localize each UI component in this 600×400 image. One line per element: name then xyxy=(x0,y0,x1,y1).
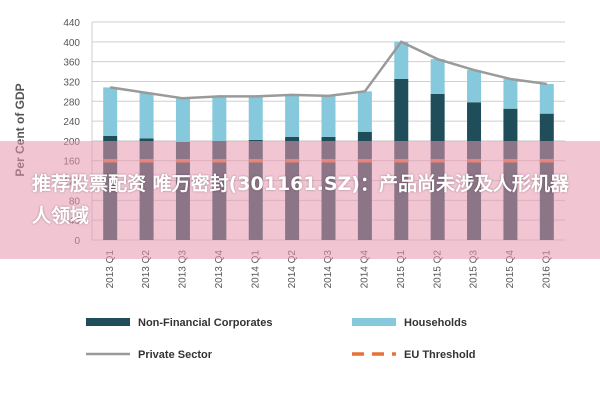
y-tick-label: 320 xyxy=(63,77,80,88)
y-tick-label: 280 xyxy=(63,97,80,108)
bar-households xyxy=(430,59,445,94)
x-tick-label: 2016 Q1 xyxy=(541,250,552,289)
x-tick-label: 2013 Q4 xyxy=(214,250,225,289)
x-tick-label: 2013 Q2 xyxy=(141,250,152,289)
bar-households xyxy=(212,96,227,141)
x-tick-label: 2013 Q1 xyxy=(105,250,116,289)
y-tick-label: 360 xyxy=(63,58,80,69)
x-tick-label: 2015 Q4 xyxy=(505,250,516,289)
overlay-banner: 推荐股票配资 唯万密封(301161.SZ)：产品尚未涉及人形机器人领域 xyxy=(0,141,600,259)
y-tick-label: 440 xyxy=(63,18,80,29)
legend-label-eu: EU Threshold xyxy=(404,349,476,361)
bar-households xyxy=(394,41,409,79)
legend-label-ncf: Non-Financial Corporates xyxy=(138,317,272,329)
legend-swatch-ncf xyxy=(86,318,130,326)
legend-label-households: Households xyxy=(404,317,467,329)
bar-households xyxy=(539,83,554,114)
bar-households xyxy=(503,78,518,109)
bar-households xyxy=(357,91,372,132)
x-axis-ticks: 2013 Q1 2013 Q2 2013 Q3 2013 Q4 2014 Q1 2014 … xyxy=(105,250,553,289)
x-tick-label: 2015 Q3 xyxy=(469,250,480,289)
legend-label-private: Private Sector xyxy=(138,349,213,361)
bar-households xyxy=(248,96,263,140)
x-tick-label: 2015 Q2 xyxy=(432,250,443,289)
banner-text: 推荐股票配资 唯万密封(301161.SZ)：产品尚未涉及人形机器人领域 xyxy=(32,173,569,227)
y-tick-label: 400 xyxy=(63,38,80,49)
bar-households xyxy=(285,94,300,137)
x-tick-label: 2014 Q3 xyxy=(323,250,334,289)
bar-households xyxy=(321,95,336,137)
x-tick-label: 2014 Q1 xyxy=(250,250,261,289)
x-tick-label: 2014 Q2 xyxy=(287,250,298,289)
bar-households xyxy=(467,70,482,103)
bar-households xyxy=(103,87,118,136)
legend: Non-Financial Corporates Households Priv… xyxy=(86,317,476,361)
line-private-sector xyxy=(110,40,547,100)
legend-swatch-households xyxy=(352,318,396,326)
bar-households xyxy=(175,98,190,142)
x-tick-label: 2014 Q4 xyxy=(360,250,371,289)
y-tick-label: 240 xyxy=(63,117,80,128)
x-tick-label: 2015 Q1 xyxy=(396,250,407,289)
bar-households xyxy=(139,92,154,139)
x-tick-label: 2013 Q3 xyxy=(178,250,189,289)
